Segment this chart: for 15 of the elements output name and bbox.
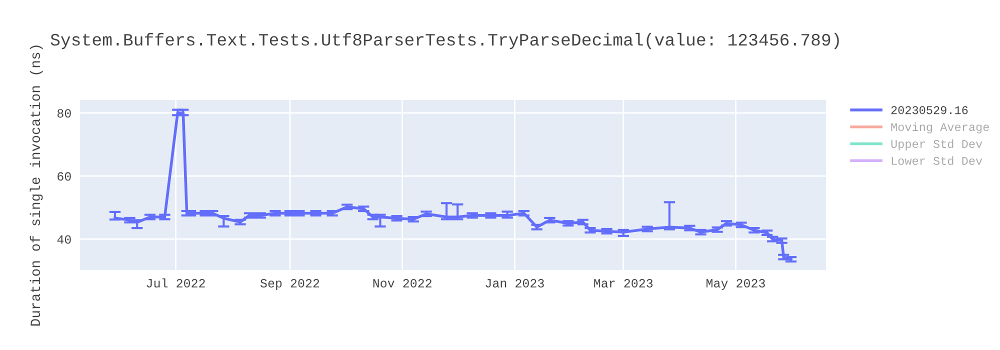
x-tick-label: Mar 2023 (594, 279, 653, 288)
x-tick-label: Sep 2022 (260, 279, 320, 290)
chart-title: System.Buffers.Text.Tests.Utf8ParserTests.TryParseDecimal(value: 123456.789) (50, 32, 839, 50)
y-tick-label: 80 (57, 109, 71, 118)
legend-label: Lower Std Dev (892, 156, 982, 165)
legend-label: Moving Average (891, 122, 989, 134)
x-tick-label: May 2023 (706, 279, 765, 290)
legend-label: 20230529.16 (891, 106, 968, 114)
y-axis-title: Duration of single invocation (ns) (30, 46, 43, 326)
y-tick-label: 40 (57, 235, 71, 244)
y-tick-label: 60 (58, 172, 71, 181)
x-tick-label: Jan 2023 (486, 279, 544, 288)
legend-label: Upper Std Dev (891, 139, 982, 150)
x-tick-label: Nov 2022 (373, 279, 432, 288)
x-tick-label: Jul 2022 (146, 278, 205, 288)
